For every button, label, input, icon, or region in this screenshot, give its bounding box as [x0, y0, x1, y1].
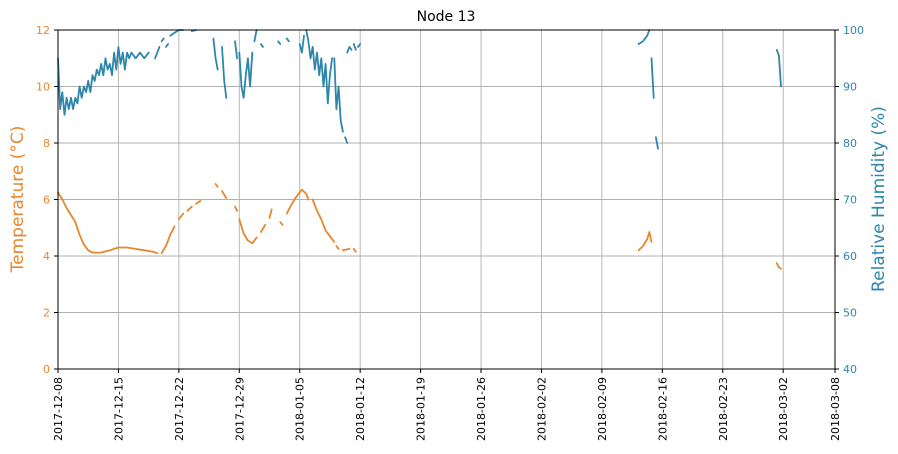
x-tick-label: 2017-12-22 [173, 377, 186, 441]
temperature-series-segment [178, 212, 185, 221]
temperature-series-segment [214, 183, 219, 188]
temperature-series-segment [57, 191, 159, 255]
humidity-series-segment [154, 46, 161, 60]
y-left-tick-label: 4 [43, 250, 50, 263]
left-axis-label: Temperature (°C) [8, 126, 28, 274]
temperature-series-segment [775, 262, 782, 270]
x-tick-label: 2018-02-23 [717, 377, 730, 441]
humidity-series-segment [357, 43, 362, 48]
temperature-series-segment [352, 248, 357, 253]
temperature-series-segment [238, 218, 258, 245]
humidity-series-segment [344, 136, 349, 144]
x-tick-label: 2018-01-05 [294, 377, 307, 441]
chart-title: Node 13 [417, 9, 476, 25]
humidity-series-segment [160, 37, 165, 43]
x-tick-label: 2018-03-08 [829, 377, 842, 441]
series-group [57, 29, 782, 270]
temperature-series-segment [335, 245, 340, 250]
x-tick-label: 2017-12-08 [52, 377, 65, 441]
temperature-series-segment [268, 208, 273, 219]
y-left-tick-label: 0 [43, 363, 50, 376]
humidity-series-segment [333, 57, 344, 133]
x-tick-label: 2018-03-02 [777, 377, 790, 441]
humidity-series-segment [260, 43, 264, 48]
humidity-series-segment [346, 46, 353, 54]
x-tick-label: 2017-12-15 [112, 377, 125, 441]
y-left-tick-label: 2 [43, 307, 50, 320]
y-left-tick-label: 6 [43, 194, 50, 207]
right-axis-label: Relative Humidity (%) [869, 106, 889, 292]
humidity-series-segment [637, 29, 651, 45]
humidity-series-segment [238, 51, 254, 99]
x-tick-label: 2018-01-26 [475, 377, 488, 441]
y-right-tick-label: 70 [843, 194, 857, 207]
temperature-series-segment [160, 225, 176, 255]
y-left-tick-label: 12 [36, 24, 50, 37]
y-right-tick-label: 80 [843, 137, 857, 150]
y-left-tick-label: 10 [36, 81, 50, 94]
humidity-series-segment [655, 136, 659, 150]
humidity-series-segment [298, 34, 305, 54]
temperature-series-segment [279, 221, 284, 226]
humidity-series-segment [212, 37, 219, 71]
y-right-tick-label: 100 [843, 24, 864, 37]
humidity-series-segment [165, 43, 169, 48]
y-right-tick-label: 50 [843, 307, 857, 320]
temperature-series-segment [342, 248, 351, 252]
x-tick-label: 2018-01-19 [415, 377, 428, 441]
temperature-series-segment [311, 198, 336, 243]
x-tick-label: 2018-01-12 [354, 377, 367, 441]
y-left-tick-label: 8 [43, 137, 50, 150]
humidity-series-segment [221, 46, 228, 99]
x-tick-label: 2018-02-16 [656, 377, 669, 441]
y-right-tick-label: 40 [843, 363, 857, 376]
x-tick-label: 2018-02-02 [535, 377, 548, 441]
humidity-series-segment [352, 43, 357, 51]
temperature-series-segment [186, 205, 193, 212]
x-tick-label: 2017-12-29 [233, 377, 246, 441]
humidity-series-segment [305, 29, 333, 105]
y-right-tick-label: 60 [843, 250, 857, 263]
humidity-series-segment [57, 46, 150, 116]
temperature-series-segment [221, 190, 228, 199]
tick-group: 2017-12-08 2017-12-15 2017-12-22 2017-12-29… [36, 24, 864, 441]
temperature-series-segment [285, 188, 310, 215]
temperature-series-segment [234, 205, 238, 212]
temperature-series-segment [195, 200, 202, 205]
temperature-series-segment [637, 231, 653, 252]
y-right-tick-label: 90 [843, 81, 857, 94]
x-tick-label: 2018-02-09 [596, 377, 609, 441]
temperature-series-segment [260, 224, 267, 233]
humidity-series-segment [253, 29, 258, 43]
humidity-series-segment [277, 40, 282, 45]
humidity-series-segment [285, 37, 290, 43]
humidity-series-segment [775, 48, 782, 88]
humidity-series-segment [650, 57, 655, 99]
humidity-series-segment [234, 40, 238, 60]
